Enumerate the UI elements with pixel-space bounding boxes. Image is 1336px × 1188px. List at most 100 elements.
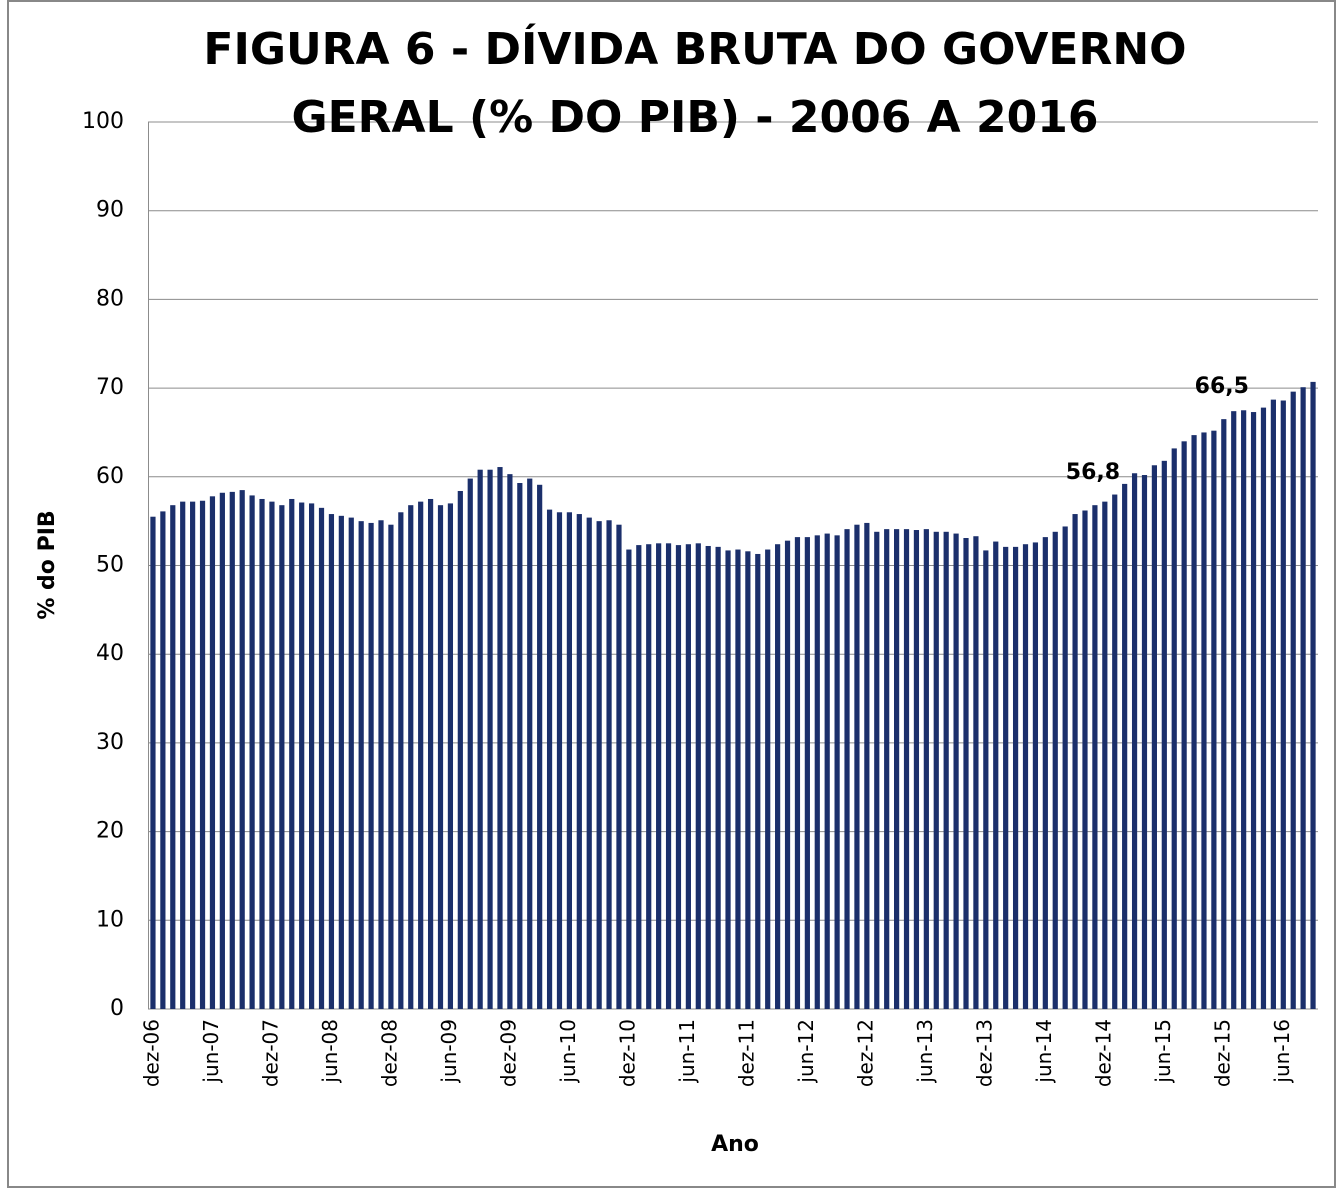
y-tick-label: 10 — [96, 907, 124, 932]
y-tick-label: 30 — [96, 730, 124, 755]
bar — [894, 529, 900, 1009]
bar — [576, 514, 582, 1009]
bar — [229, 491, 235, 1009]
bar — [279, 505, 285, 1009]
bar — [249, 495, 255, 1009]
x-tick-label: dez-07 — [258, 1019, 282, 1087]
x-tick-label: jun-07 — [199, 1019, 223, 1084]
bar — [983, 550, 989, 1009]
y-tick-label: 70 — [96, 375, 124, 400]
bar — [685, 544, 691, 1009]
data-label: 56,8 — [1066, 460, 1120, 485]
y-tick-label: 80 — [96, 286, 124, 311]
bar — [556, 512, 563, 1009]
bar — [973, 536, 979, 1009]
bar — [864, 522, 870, 1009]
bar — [546, 509, 553, 1009]
bar — [1171, 448, 1177, 1009]
bar — [665, 543, 672, 1009]
bar — [219, 492, 225, 1009]
bar — [745, 551, 751, 1009]
bar — [338, 515, 344, 1009]
x-tick-label: dez-10 — [615, 1019, 639, 1087]
bar — [646, 544, 652, 1009]
bar — [1300, 387, 1306, 1009]
bar — [993, 541, 999, 1009]
bar — [477, 469, 483, 1010]
x-tick-label: dez-14 — [1091, 1019, 1115, 1087]
bar — [1211, 430, 1217, 1009]
bar — [1310, 381, 1316, 1009]
bar — [874, 531, 880, 1009]
bar — [606, 520, 612, 1009]
x-tick-label: jun-09 — [437, 1019, 461, 1084]
bar — [507, 474, 513, 1009]
x-tick-label: jun-10 — [556, 1019, 580, 1084]
bar — [695, 543, 701, 1009]
bar — [309, 503, 315, 1009]
bar — [923, 529, 929, 1009]
bar — [626, 549, 632, 1009]
bar — [715, 546, 721, 1009]
bar — [289, 498, 295, 1009]
x-tick-label: jun-15 — [1151, 1019, 1175, 1084]
bar — [1112, 494, 1118, 1009]
bar — [408, 505, 414, 1009]
bar — [328, 514, 335, 1009]
x-tick-label: dez-06 — [139, 1019, 163, 1087]
bar — [1270, 399, 1276, 1010]
x-tick-label: dez-09 — [496, 1019, 520, 1087]
bar — [497, 467, 503, 1010]
bar — [368, 522, 374, 1009]
bar — [1022, 544, 1029, 1009]
bar — [190, 501, 196, 1009]
data-label: 66,5 — [1195, 374, 1249, 399]
x-tick-label: jun-13 — [913, 1019, 937, 1084]
bar — [1141, 475, 1148, 1009]
bar — [517, 483, 523, 1009]
bar — [775, 544, 781, 1009]
bar — [1062, 526, 1068, 1009]
bar — [1092, 505, 1098, 1009]
bar — [725, 550, 731, 1009]
bar — [318, 507, 325, 1009]
y-tick-label: 90 — [96, 198, 124, 223]
bar — [1241, 410, 1247, 1009]
bar — [467, 478, 473, 1010]
bar — [457, 490, 463, 1009]
bar — [903, 529, 910, 1009]
bar — [884, 529, 890, 1009]
x-axis-label: Ano — [711, 1132, 759, 1157]
bar — [705, 545, 711, 1009]
bar — [537, 484, 543, 1010]
bar — [1201, 432, 1207, 1009]
bar — [1151, 465, 1157, 1009]
bar — [656, 543, 662, 1009]
y-tick-label: 50 — [96, 553, 124, 578]
bar — [1250, 412, 1257, 1009]
bar — [1290, 391, 1296, 1009]
bar — [854, 524, 860, 1009]
bar — [1012, 546, 1019, 1009]
x-tick-label: jun-12 — [794, 1019, 818, 1084]
bar — [596, 521, 602, 1009]
bar — [150, 516, 156, 1009]
bar — [299, 502, 305, 1009]
bar — [804, 537, 810, 1009]
bar — [566, 512, 572, 1009]
x-tick-label: jun-11 — [675, 1019, 699, 1084]
y-tick-label: 0 — [110, 996, 124, 1021]
bar — [1082, 510, 1088, 1009]
bar — [755, 553, 761, 1009]
bar — [180, 501, 186, 1009]
bar — [170, 505, 176, 1009]
bar — [794, 537, 801, 1009]
bar — [418, 501, 424, 1009]
bar — [1181, 441, 1187, 1009]
bar — [527, 478, 533, 1010]
bar — [239, 490, 245, 1010]
x-tick-label: jun-14 — [1032, 1019, 1056, 1084]
x-tick-label: jun-16 — [1270, 1019, 1294, 1084]
bar — [953, 533, 959, 1009]
